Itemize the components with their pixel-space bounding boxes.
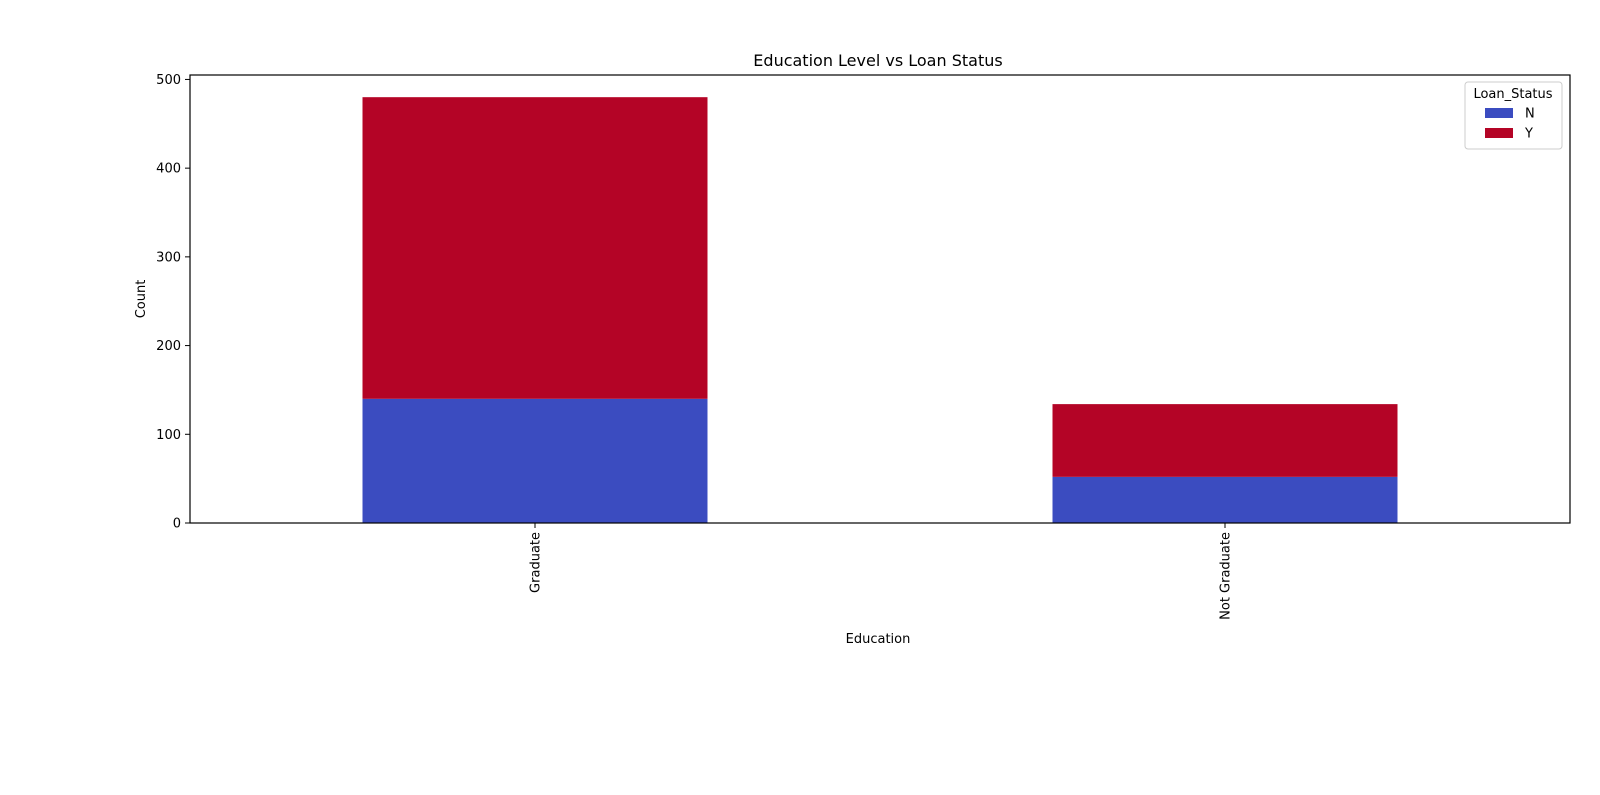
legend: Loan_Status NY (1464, 81, 1563, 150)
y-tick-label: 400 (156, 162, 181, 177)
bar-N-graduate (362, 398, 708, 523)
legend-label-N: N (1525, 107, 1535, 122)
legend-swatch-N (1485, 108, 1513, 118)
plot-frame (189, 74, 1571, 524)
y-axis-title: Count (134, 280, 149, 319)
x-tick-label: Graduate (529, 532, 544, 593)
y-axis: 0 100 200 300 400 500 (156, 73, 190, 532)
y-tick-label: 300 (156, 250, 181, 265)
bar-Y-not-graduate (1052, 404, 1398, 477)
bars-group (362, 97, 1398, 523)
y-tick-label: 0 (173, 517, 181, 532)
chart-title: Education Level vs Loan Status (753, 51, 1002, 70)
x-tick-label: Not Graduate (1219, 532, 1234, 620)
x-axis: Graduate Not Graduate (529, 523, 1234, 620)
bar-N-not-graduate (1052, 476, 1398, 523)
y-tick-label: 100 (156, 428, 181, 443)
bar-Y-graduate (362, 97, 708, 399)
legend-label-Y: Y (1524, 127, 1533, 142)
legend-title: Loan_Status (1473, 87, 1552, 102)
legend-entries: NY (1485, 107, 1535, 142)
y-tick-label: 200 (156, 339, 181, 354)
x-axis-title: Education (846, 632, 911, 647)
y-tick-label: 500 (156, 73, 181, 88)
legend-swatch-Y (1485, 128, 1513, 138)
